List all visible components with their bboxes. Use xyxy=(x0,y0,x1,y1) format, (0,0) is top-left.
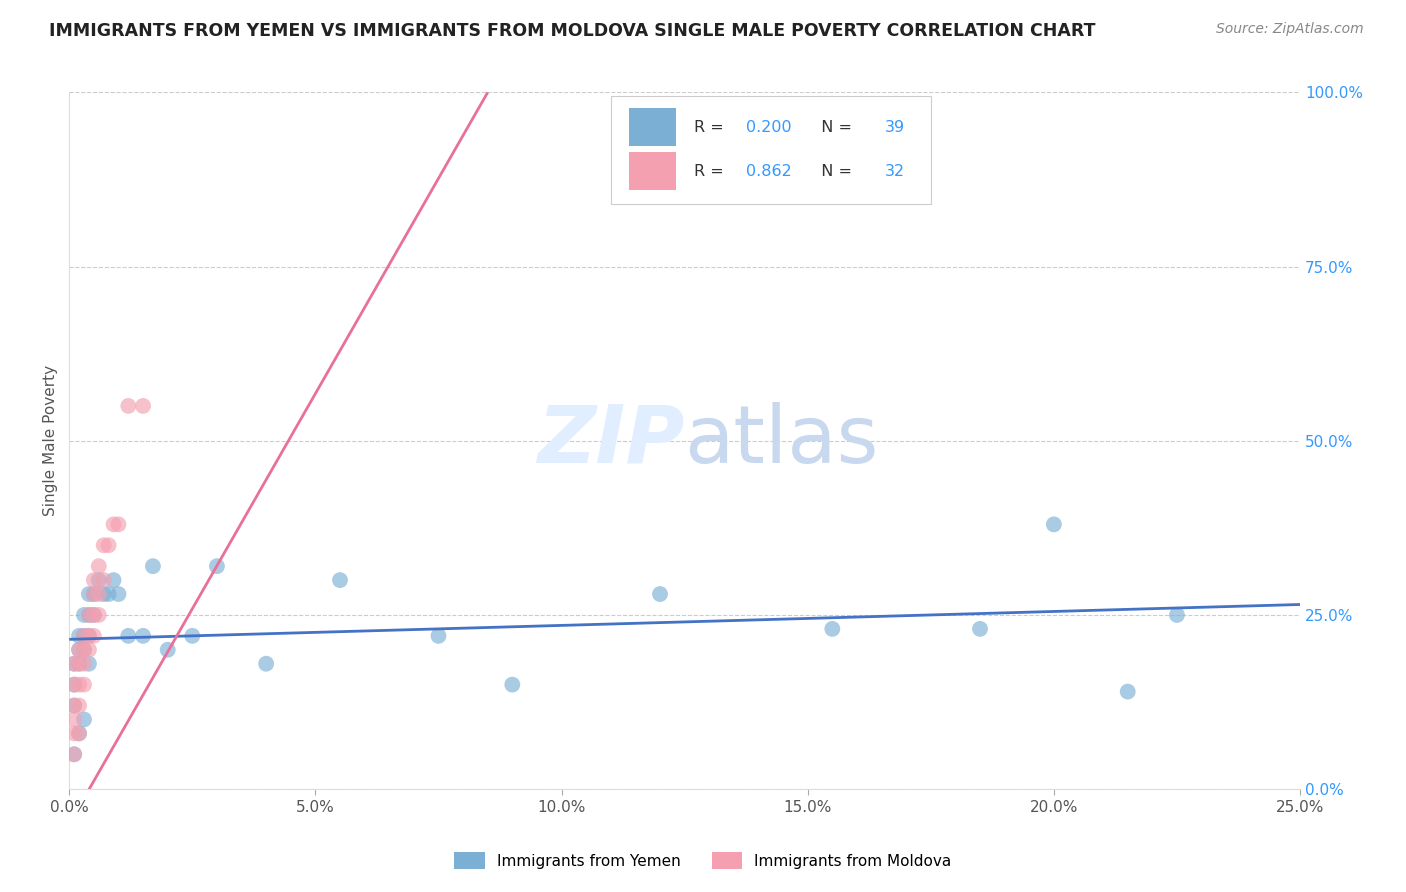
Legend: Immigrants from Yemen, Immigrants from Moldova: Immigrants from Yemen, Immigrants from M… xyxy=(449,846,957,875)
Point xyxy=(83,629,105,643)
Point xyxy=(103,573,125,587)
Point xyxy=(63,657,86,671)
Point xyxy=(648,587,671,601)
Point xyxy=(821,622,844,636)
Point xyxy=(77,607,100,622)
Point xyxy=(73,657,96,671)
Point xyxy=(87,587,110,601)
Point xyxy=(73,629,96,643)
Point xyxy=(181,629,204,643)
FancyBboxPatch shape xyxy=(610,95,931,204)
Point xyxy=(1166,607,1188,622)
Point xyxy=(97,538,120,552)
Point xyxy=(1043,517,1066,532)
Point xyxy=(63,657,86,671)
Point xyxy=(63,678,86,692)
Y-axis label: Single Male Poverty: Single Male Poverty xyxy=(44,365,58,516)
Point xyxy=(93,573,115,587)
Point xyxy=(93,587,115,601)
Point xyxy=(67,726,90,740)
Point xyxy=(83,607,105,622)
Point xyxy=(77,607,100,622)
Point xyxy=(103,517,125,532)
Point xyxy=(254,657,277,671)
Text: 0.862: 0.862 xyxy=(747,163,792,178)
Point xyxy=(63,678,86,692)
Point xyxy=(329,573,352,587)
Point xyxy=(67,657,90,671)
Text: R =: R = xyxy=(695,163,730,178)
Text: IMMIGRANTS FROM YEMEN VS IMMIGRANTS FROM MOLDOVA SINGLE MALE POVERTY CORRELATION: IMMIGRANTS FROM YEMEN VS IMMIGRANTS FROM… xyxy=(49,22,1095,40)
FancyBboxPatch shape xyxy=(630,152,676,190)
Point xyxy=(73,642,96,657)
Point xyxy=(77,587,100,601)
Point xyxy=(107,587,129,601)
Point xyxy=(77,629,100,643)
Point xyxy=(77,629,100,643)
Point xyxy=(77,642,100,657)
Text: N =: N = xyxy=(811,163,858,178)
Point xyxy=(1116,684,1139,698)
Point xyxy=(73,607,96,622)
Point xyxy=(117,629,139,643)
Point xyxy=(67,657,90,671)
Point xyxy=(205,559,228,574)
Point xyxy=(67,642,90,657)
Point xyxy=(67,629,90,643)
Text: 32: 32 xyxy=(886,163,905,178)
Point xyxy=(132,399,155,413)
Point xyxy=(73,713,96,727)
Point xyxy=(87,607,110,622)
Point xyxy=(156,642,179,657)
Point xyxy=(93,538,115,552)
Point xyxy=(142,559,165,574)
Point xyxy=(63,747,86,762)
Point xyxy=(63,713,86,727)
Point xyxy=(63,698,86,713)
Point xyxy=(87,573,110,587)
Text: 0.200: 0.200 xyxy=(747,120,792,135)
Point xyxy=(67,698,90,713)
Point xyxy=(132,629,155,643)
Point xyxy=(427,629,450,643)
Point xyxy=(77,657,100,671)
Point xyxy=(67,642,90,657)
FancyBboxPatch shape xyxy=(630,108,676,146)
Point xyxy=(97,587,120,601)
Text: ZIP: ZIP xyxy=(537,401,685,480)
Point xyxy=(87,559,110,574)
Text: Source: ZipAtlas.com: Source: ZipAtlas.com xyxy=(1216,22,1364,37)
Point xyxy=(117,399,139,413)
Point xyxy=(107,517,129,532)
Point xyxy=(73,642,96,657)
Text: 39: 39 xyxy=(886,120,905,135)
Point xyxy=(83,573,105,587)
Point xyxy=(83,587,105,601)
Point xyxy=(67,678,90,692)
Point xyxy=(63,726,86,740)
Point xyxy=(83,607,105,622)
Point xyxy=(67,726,90,740)
Point xyxy=(83,587,105,601)
Text: N =: N = xyxy=(811,120,858,135)
Point xyxy=(73,629,96,643)
Point xyxy=(63,747,86,762)
Point xyxy=(969,622,991,636)
Point xyxy=(501,678,523,692)
Text: R =: R = xyxy=(695,120,730,135)
Point xyxy=(63,698,86,713)
Text: atlas: atlas xyxy=(685,401,879,480)
Point xyxy=(73,678,96,692)
